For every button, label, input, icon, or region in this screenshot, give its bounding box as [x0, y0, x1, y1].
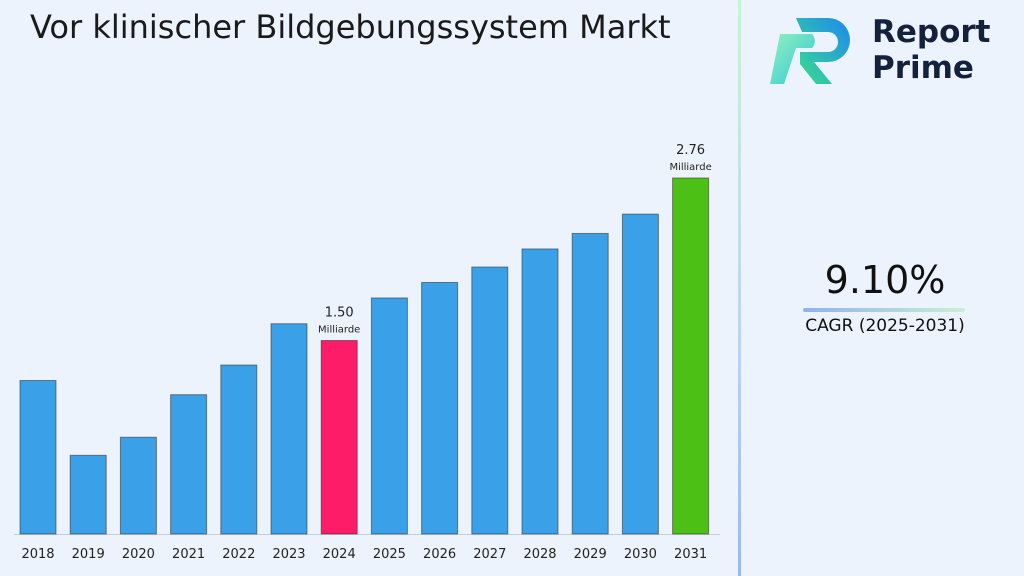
bar-2030: [621, 213, 659, 535]
data-label-2031: 2.76: [676, 143, 705, 158]
bar-2019: [69, 454, 107, 535]
report-prime-logo-icon: [770, 18, 850, 84]
logo-line1: Report: [872, 14, 991, 50]
data-unit-label-2031: Milliarde: [669, 162, 711, 173]
logo-text: Report Prime: [872, 14, 991, 86]
bar-2022: [220, 364, 258, 535]
x-tick-label-2020: 2020: [122, 547, 155, 562]
x-tick-label-2029: 2029: [574, 547, 607, 562]
bar-2018: [19, 380, 57, 535]
x-tick-label-2024: 2024: [323, 547, 356, 562]
x-tick-label-2028: 2028: [523, 547, 556, 562]
bar-2026: [421, 281, 459, 535]
chart-title: Vor klinischer Bildgebungssystem Markt: [30, 8, 671, 46]
x-tick-label-2027: 2027: [473, 547, 506, 562]
logo-line2: Prime: [872, 50, 974, 86]
divider: [738, 0, 741, 576]
bar-2029: [571, 232, 609, 535]
x-tick-label-2018: 2018: [21, 547, 54, 562]
x-tick-label-2019: 2019: [72, 547, 105, 562]
bar-2020: [119, 436, 157, 535]
bar-2028: [521, 248, 559, 535]
x-tick-label-2030: 2030: [624, 547, 657, 562]
cagr-underline: [803, 308, 965, 312]
bar-2023: [270, 323, 308, 535]
cagr-label: CAGR (2025-2031): [805, 316, 965, 336]
x-tick-label-2025: 2025: [373, 547, 406, 562]
x-tick-label-2031: 2031: [674, 547, 707, 562]
x-tick-label-2023: 2023: [272, 547, 305, 562]
data-label-2024: 1.50: [325, 306, 354, 321]
bar-2021: [170, 394, 208, 535]
cagr-value: 9.10%: [824, 258, 946, 302]
bar-2024: [320, 340, 358, 535]
bar-2027: [471, 266, 509, 535]
data-unit-label-2024: Milliarde: [318, 325, 360, 336]
x-tick-label-2026: 2026: [423, 547, 456, 562]
report-prime-logo: Report Prime: [766, 14, 1006, 94]
x-tick-label-2021: 2021: [172, 547, 205, 562]
bar-2025: [370, 297, 408, 535]
bar-chart: 2018 2019 2020 2021 2022 2023 2024 2025 2026 2027…: [14, 143, 720, 562]
x-tick-label-2022: 2022: [222, 547, 255, 562]
bar-2031: [672, 177, 710, 535]
